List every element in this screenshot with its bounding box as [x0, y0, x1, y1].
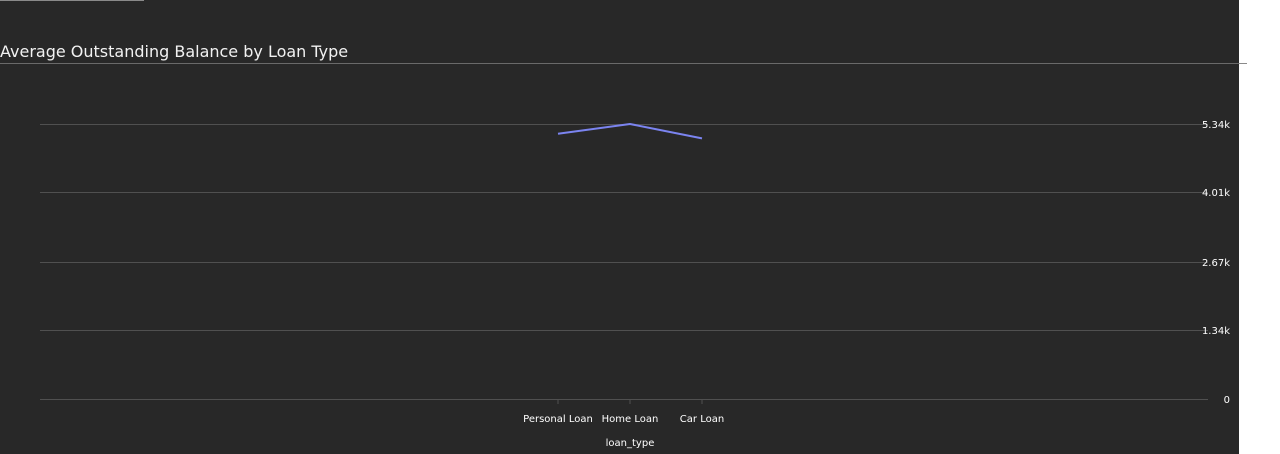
y-tick-label: 0 — [1224, 395, 1230, 406]
chart-panel: Average Outstanding Balance by Loan Type… — [0, 0, 1239, 454]
resize-handle[interactable] — [1239, 63, 1247, 64]
y-tick-label: 2.67k — [1202, 258, 1230, 269]
data-point[interactable] — [625, 119, 635, 129]
gridlines — [40, 124, 1208, 400]
y-tick-label: 1.34k — [1202, 326, 1230, 337]
title-divider — [0, 63, 1239, 64]
x-tick-label: Personal Loan — [523, 414, 593, 425]
x-axis-title: loan_type — [606, 438, 655, 449]
y-tick-label: 5.34k — [1202, 120, 1230, 131]
x-axis-ticks: Personal Loan Home Loan Car Loan — [523, 399, 724, 425]
line-chart: 0 1.34k 2.67k 4.01k 5.34k Personal Loan Home … — [40, 119, 1230, 449]
series-line[interactable] — [557, 123, 703, 140]
y-axis-ticks: 0 1.34k 2.67k 4.01k 5.34k — [1202, 120, 1230, 406]
data-point[interactable] — [553, 129, 563, 139]
tab-indicator — [0, 0, 144, 1]
data-point[interactable] — [697, 133, 707, 143]
x-tick-label: Home Loan — [602, 414, 659, 425]
chart-title: Average Outstanding Balance by Loan Type — [0, 42, 349, 61]
x-tick-label: Car Loan — [680, 414, 724, 425]
y-tick-label: 4.01k — [1202, 188, 1230, 199]
series-layer — [553, 119, 707, 143]
